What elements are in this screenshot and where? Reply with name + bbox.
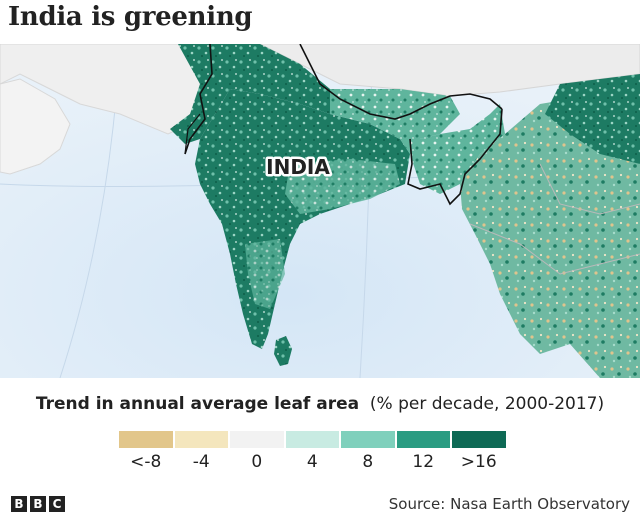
land-arabia <box>0 78 71 175</box>
land-tibet <box>259 44 640 97</box>
legend-swatch <box>174 431 228 448</box>
land-bangladesh-ne <box>400 104 505 194</box>
border-india-pakistan <box>184 44 213 155</box>
legend-label: >16 <box>460 452 497 472</box>
legend-swatch <box>230 431 284 448</box>
legend-label: <-8 <box>130 452 162 472</box>
legend-swatch <box>119 431 173 448</box>
map: INDIA INDIA <box>0 44 640 378</box>
legend-swatch <box>341 431 395 448</box>
legend-title-units: (% per decade, 2000-2017) <box>369 394 605 414</box>
legend-swatch <box>396 431 450 448</box>
country-label: INDIA <box>266 155 330 179</box>
bbc-logo-letter: B <box>30 496 46 512</box>
chart-title: India is greening <box>8 2 253 32</box>
source-credit: Source: Nasa Earth Observatory <box>388 495 630 513</box>
legend-swatch <box>452 431 506 448</box>
map-svg: INDIA INDIA <box>0 44 640 378</box>
country-label-halo: INDIA <box>266 155 330 179</box>
legend-swatch <box>285 431 339 448</box>
land-india <box>195 89 410 349</box>
legend-labels: <-8 -4 0 4 8 12 >16 <box>119 452 507 474</box>
land-nepal <box>330 89 460 139</box>
legend-label: -4 <box>192 452 210 472</box>
border-india-east <box>407 108 503 206</box>
bbc-logo-letter: B <box>11 496 27 512</box>
legend-label: 8 <box>362 452 374 472</box>
legend-label: 4 <box>306 452 318 472</box>
legend-label: 12 <box>412 452 435 472</box>
legend-title-main: Trend in annual average leaf area <box>35 394 360 414</box>
land-pakistan <box>170 44 330 144</box>
border-india-north <box>299 44 503 120</box>
land-southeast-asia <box>460 89 640 378</box>
legend-title: Trend in annual average leaf area (% per… <box>0 394 640 414</box>
land-sri-lanka <box>274 336 292 366</box>
bbc-logo-letter: C <box>49 496 65 512</box>
legend-swatches <box>119 431 506 448</box>
legend-label: 0 <box>251 452 263 472</box>
